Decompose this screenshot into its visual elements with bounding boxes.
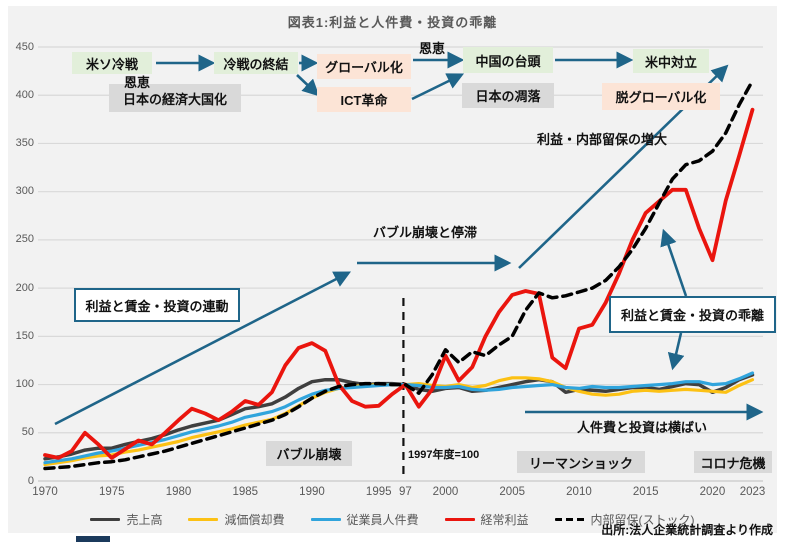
event-box-china-rise: 中国の台頭 [463,47,553,73]
x-tick-1975: 1975 [98,486,125,498]
x-tick-1990: 1990 [299,486,325,498]
x-tick-1995: 1995 [365,486,392,498]
series-内部留保(ストック) [43,79,755,471]
event-box-bubble-collapse: バブル崩壊 [266,441,352,466]
legend-swatch-line [444,517,475,522]
legend-swatch-line [90,517,121,522]
label-base-year-note: 1997年度=100 [408,449,480,461]
x-tick-2010: 2010 [566,486,592,498]
x-tick-1970: 1970 [32,486,58,498]
legend-swatch-line [188,517,219,522]
annotation-arrow [411,73,465,101]
label-benefit-1: 恩恵 [124,75,151,90]
legend-item: 内部留保(ストック) [554,511,695,528]
annotation-arrow [667,332,685,371]
y-tick-450: 450 [15,40,34,53]
source-note: 出所:法人企業統計調査より作成 [601,523,773,537]
legend-label: 内部留保(ストック) [590,513,695,527]
y-tick-250: 250 [15,233,34,246]
y-tick-150: 150 [15,329,34,342]
legend-item: 経常利益 [444,511,529,528]
page-title: 図表1:利益と人件費・投資の乖離 [287,15,498,30]
callout-profit-wage-divergence: 利益と賃金・投資の乖離 [609,296,776,333]
x-tick-2015: 2015 [632,486,659,498]
legend-item: 売上高 [90,511,162,528]
x-tick-2020: 2020 [699,486,726,498]
label-bubble-collapse-stagnation: バブル崩壊と停滞 [373,225,478,240]
x-tick-2023: 2023 [739,486,766,498]
x-tick-1985: 1985 [232,486,259,498]
legend-label: 従業員人件費 [346,513,419,527]
event-box-globalization: グローバル化 [317,54,411,79]
event-box-japan-economic-power: 日本の経済大国化 [109,84,241,112]
bottom-edge-artifact [76,536,110,542]
annotation-arrow [660,228,688,297]
x-tick-97: 97 [399,486,412,498]
series-経常利益 [43,107,755,460]
annotation-arrow [296,74,320,97]
legend-item: 従業員人件費 [310,511,419,528]
y-tick-350: 350 [15,136,34,149]
label-flat-labor-investment: 人件費と投資は横ばい [577,420,708,435]
event-box-deglobalization: 脱グローバル化 [602,83,720,110]
y-tick-200: 200 [15,281,34,294]
y-tick-300: 300 [15,185,34,198]
y-tick-50: 50 [21,426,34,439]
event-box-lehman-shock: リーマンショック [517,451,645,473]
event-box-ict-revolution: ICT革命 [317,87,411,112]
event-box-us-china-conflict: 米中対立 [633,49,709,73]
y-tick-0: 0 [27,474,34,487]
label-profit-retention-increase: 利益・内部留保の増大 [537,132,668,147]
event-box-cold-war: 米ソ冷戦 [72,52,152,74]
x-tick-2005: 2005 [499,486,525,498]
legend-swatch-line [310,517,341,522]
x-tick-2000: 2000 [432,486,459,498]
y-tick-100: 100 [15,378,34,391]
legend: 売上高 減価償却費 従業員人件費 経常利益 内部留保(ストック) [30,511,755,528]
legend-swatch-dashed [554,517,585,522]
legend-label: 売上高 [126,513,163,527]
legend-label: 経常利益 [480,513,529,527]
legend-label: 減価償却費 [224,513,285,527]
event-box-corona-crisis: コロナ危機 [694,451,772,473]
annotation-arrow [54,271,352,426]
y-tick-400: 400 [15,88,34,101]
event-box-cold-war-end: 冷戦の終結 [214,52,298,74]
x-tick-1980: 1980 [165,486,192,498]
legend-item: 減価償却費 [188,511,285,528]
label-benefit-2: 恩恵 [419,41,446,56]
event-box-japan-decline: 日本の凋落 [462,83,554,108]
callout-profit-wage-link: 利益と賃金・投資の連動 [74,288,240,322]
